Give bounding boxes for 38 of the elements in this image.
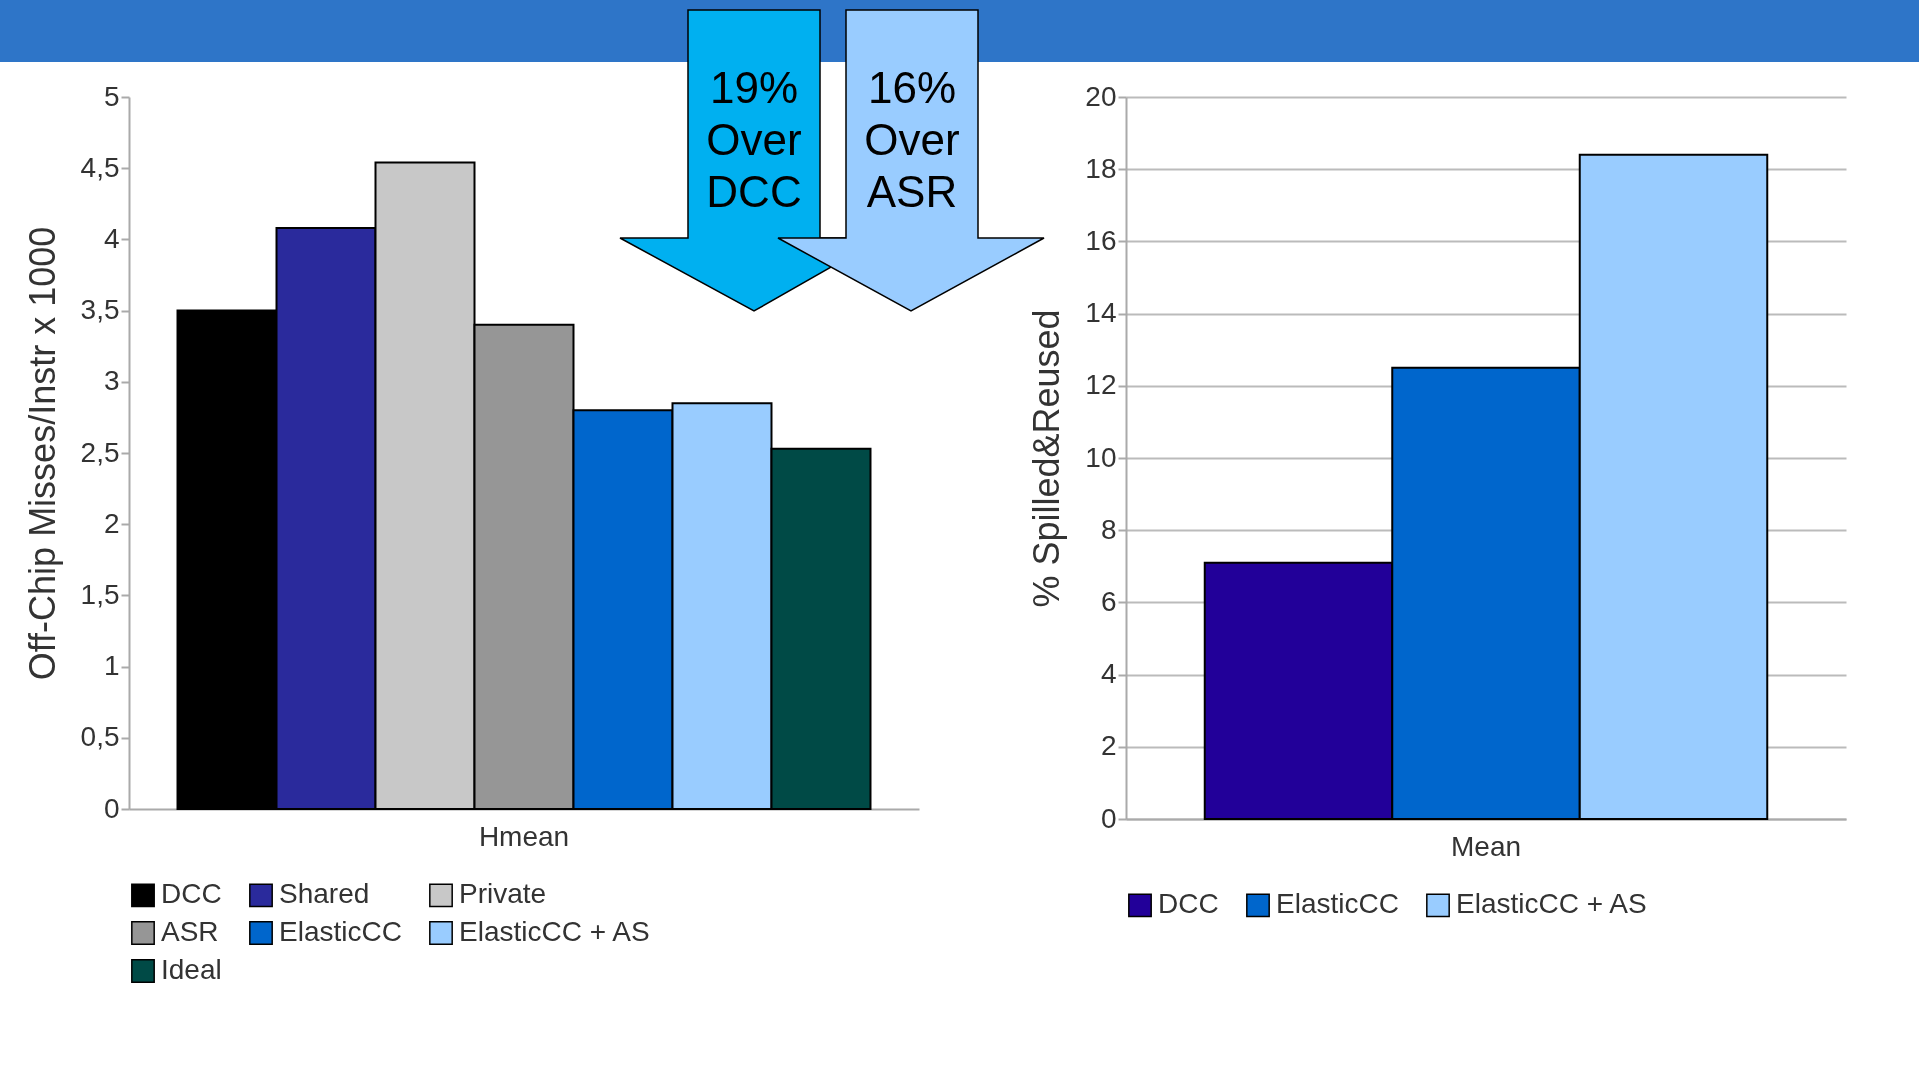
legend-label: ElasticCC: [279, 916, 402, 947]
y-tick-label: 1: [103, 650, 120, 682]
y-tick-label: 4: [1100, 658, 1117, 690]
y-tick-label: 5: [103, 80, 120, 112]
y-tick-label: 4: [103, 222, 120, 254]
legend-label: ElasticCC: [1276, 888, 1399, 920]
y-tick-label: 16: [1085, 224, 1117, 256]
y-tick-label: 1,5: [80, 578, 120, 610]
y-axis-title: Off-Chip Misses/Instr x 1000: [21, 226, 63, 681]
legend-label: ElasticCC + AS: [459, 916, 650, 947]
y-tick-label: 10: [1085, 441, 1117, 473]
x-tick-label: Hmean: [478, 820, 570, 852]
y-tick-label: 20: [1085, 80, 1117, 112]
y-tick-label: 12: [1085, 369, 1117, 401]
legend-label: Shared: [279, 878, 370, 910]
annotation: 19% Over DCC: [705, 62, 803, 218]
y-tick-label: 2: [1100, 730, 1117, 762]
x-tick-label: Mean: [1450, 830, 1522, 862]
y-tick-label: 2,5: [80, 436, 120, 468]
legend-label: ElasticCC + AS: [1456, 888, 1647, 920]
y-tick-label: 6: [1100, 585, 1117, 617]
y-tick-label: 0: [1100, 802, 1117, 834]
y-tick-label: 18: [1085, 152, 1117, 184]
y-tick-label: 4,5: [80, 151, 120, 183]
y-axis-title: % Spilled&Reused: [1026, 309, 1068, 608]
y-tick-label: 8: [1100, 513, 1117, 545]
y-tick-label: 0: [103, 792, 120, 824]
legend-label: Ideal: [161, 954, 222, 985]
y-tick-label: 14: [1085, 297, 1117, 329]
legend-label: ASR: [161, 916, 219, 947]
annotation: 16% Over ASR: [863, 62, 961, 218]
legend-label: DCC: [1158, 888, 1219, 920]
legend-label: Private: [459, 878, 547, 910]
y-tick-label: 0,5: [80, 721, 120, 753]
y-tick-label: 3: [103, 365, 120, 397]
y-tick-label: 3,5: [80, 294, 120, 326]
y-tick-label: 2: [103, 507, 120, 539]
legend-label: DCC: [161, 878, 222, 910]
